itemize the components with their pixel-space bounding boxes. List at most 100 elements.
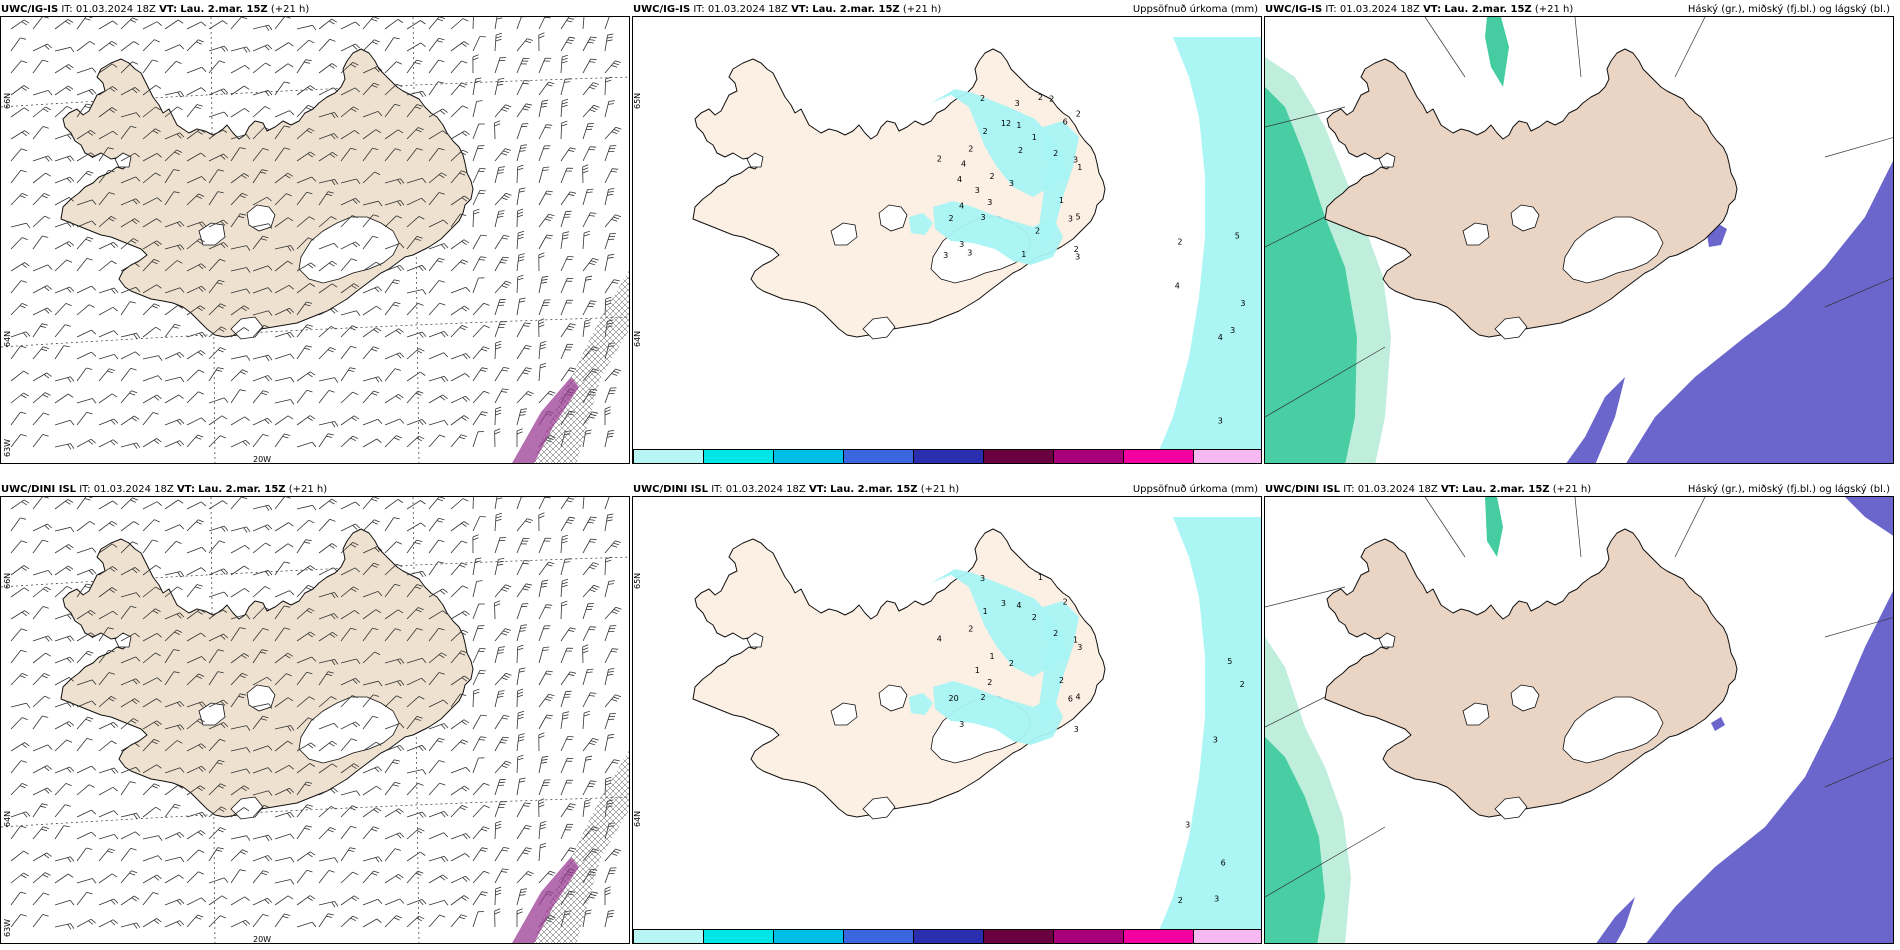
wind-barb: [252, 325, 265, 338]
precip-value-label: 3: [1213, 736, 1218, 745]
wind-barb: [274, 331, 291, 338]
wind-barb: [472, 302, 485, 316]
wind-barb: [120, 895, 135, 906]
wind-barb: [10, 850, 24, 862]
wind-barb: [76, 329, 92, 338]
wind-barb: [362, 17, 374, 30]
wind-barb: [538, 845, 541, 862]
wind-barb: [362, 826, 374, 840]
wind-barb: [296, 345, 307, 360]
glacier-outline: [298, 696, 400, 764]
wind-barb: [384, 243, 401, 250]
wind-barb: [164, 191, 175, 206]
wind-barb: [582, 58, 592, 74]
wind-barb: [362, 715, 374, 730]
wind-barb: [32, 570, 49, 576]
wind-barb: [120, 390, 132, 404]
wind-barb: [120, 605, 131, 620]
wind-barb: [230, 725, 247, 730]
wind-barb: [494, 104, 506, 118]
wind-barb: [516, 123, 523, 140]
wind-barb: [318, 283, 333, 294]
wind-barb: [208, 169, 219, 184]
wind-barb: [120, 497, 133, 510]
wind-barb: [318, 498, 332, 510]
wind-barb: [164, 524, 180, 532]
wind-barb: [164, 740, 178, 752]
wind-barb: [516, 367, 527, 382]
wind-barb: [472, 431, 479, 448]
wind-barb: [604, 581, 610, 598]
map-frame[interactable]: 1123142162222220214333433352632110255075…: [632, 496, 1262, 944]
wind-barb: [494, 342, 497, 360]
wind-barb: [362, 200, 379, 206]
wind-barb: [296, 371, 311, 382]
wind-barbs: [10, 497, 622, 930]
glacier-outline: [1494, 316, 1528, 340]
low-cloud: [1845, 497, 1893, 536]
wind-barb: [274, 217, 289, 228]
wind-barb: [362, 741, 377, 752]
high-cloud-strip: [1485, 17, 1509, 87]
mid-cloud-patch: [1566, 377, 1625, 463]
map-frame[interactable]: [1264, 16, 1894, 464]
wind-barb: [560, 847, 571, 862]
wind-barb: [340, 847, 351, 862]
cloud-fields: [1265, 497, 1893, 943]
cloud-map-panel-ig-is: UWC/IG-IS IT: 01.03.2024 18Z VT: Lau. 2.…: [1264, 0, 1894, 468]
map-frame[interactable]: 66N 64N 63W 20W: [0, 496, 630, 944]
precip-value-label: 1: [1038, 573, 1043, 582]
wind-barb: [450, 434, 462, 448]
wind-barb: [76, 351, 92, 360]
wind-barb: [450, 610, 466, 620]
wind-barb: [560, 256, 569, 272]
wind-barb: [142, 783, 155, 796]
precip-contour: [933, 201, 1063, 265]
wind-barb: [142, 698, 157, 708]
wind-barb: [164, 352, 180, 360]
wind-barb: [208, 347, 221, 360]
map-frame[interactable]: [1264, 496, 1894, 944]
wind-barb: [494, 537, 501, 554]
wind-barb: [450, 41, 465, 52]
wind-barb: [494, 299, 501, 316]
wind-barb: [98, 354, 115, 360]
wind-barb: [582, 626, 591, 642]
low-cloud: [1626, 161, 1893, 463]
glacier-outline: [1510, 204, 1540, 232]
wind-barb: [538, 234, 548, 250]
wind-barb: [120, 368, 132, 382]
wind-barb: [98, 418, 114, 426]
wind-barb: [362, 261, 377, 272]
wind-barb: [560, 516, 570, 532]
wind-barb: [76, 520, 90, 532]
panel-title: UWC/DINI ISL IT: 01.03.2024 18Z VT: Lau.…: [1265, 484, 1592, 495]
wind-barb: [604, 625, 611, 642]
wind-barb: [516, 847, 527, 862]
map-frame[interactable]: 2 3 1 1 2 5 3 2 3 6 2 1 2 3 2 3 3 2 2 12 2 1 3 4 2 2 3 2 1 2 3 3 4 3 4 4 3 4 5…: [632, 16, 1262, 464]
wind-barb: [98, 241, 114, 250]
wind-barb: [208, 129, 223, 140]
wind-barb: [560, 323, 571, 338]
wind-barb: [32, 307, 48, 316]
wind-barb: [428, 610, 443, 620]
wind-barb: [10, 303, 23, 316]
wind-barb: [54, 783, 67, 796]
wind-barb: [208, 191, 219, 206]
legend-swatch: [983, 449, 1054, 463]
wind-barb: [274, 833, 291, 840]
wind-barb: [120, 262, 136, 272]
wind-barb: [252, 790, 269, 796]
wind-barb: [54, 345, 65, 360]
wind-barb: [494, 280, 506, 294]
wind-barb: [384, 832, 400, 840]
wind-barb: [428, 760, 440, 774]
wind-barb: [252, 310, 269, 316]
wind-barb: [98, 170, 110, 184]
wind-barb: [538, 581, 543, 598]
wind-barb: [494, 235, 504, 250]
wind-barb: [384, 563, 397, 576]
graticule: [1265, 17, 1893, 418]
map-frame[interactable]: 66N 64N 63W 20W: [0, 16, 630, 464]
